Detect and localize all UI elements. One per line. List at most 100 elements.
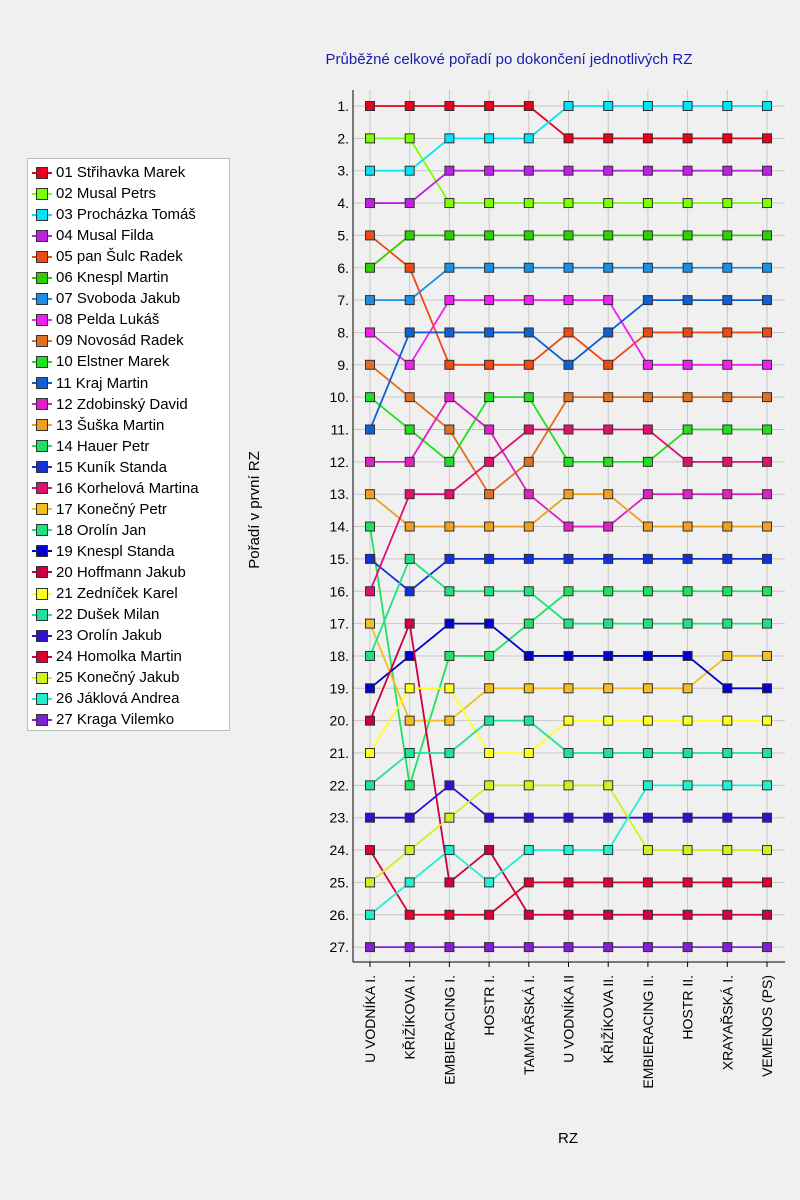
data-point (642, 392, 653, 403)
data-point (523, 359, 534, 370)
legend-item: 17 Konečný Petr (32, 499, 167, 520)
data-point (523, 942, 534, 953)
data-point (365, 295, 375, 306)
data-point (484, 650, 495, 661)
data-point (563, 942, 574, 953)
data-point (523, 133, 534, 144)
data-point (563, 327, 574, 338)
series-1 (365, 101, 772, 144)
series-21 (365, 683, 772, 758)
data-point (603, 198, 614, 209)
data-point (563, 198, 574, 209)
series-24 (365, 845, 772, 920)
data-point (642, 424, 653, 435)
data-point (642, 909, 653, 920)
series-23 (365, 780, 772, 823)
data-point (722, 909, 733, 920)
data-point (642, 456, 653, 467)
data-point (563, 424, 574, 435)
data-point (642, 650, 653, 661)
legend-swatch (32, 166, 52, 179)
y-tick-label: 11. (331, 422, 349, 438)
data-point (642, 262, 653, 273)
data-point (444, 618, 455, 629)
legend-item: 04 Musal Filda (32, 225, 154, 246)
data-point (682, 489, 693, 500)
series-8 (365, 295, 772, 370)
data-point (722, 424, 733, 435)
data-point (722, 683, 733, 694)
data-point (484, 812, 495, 823)
chart-title: Průběžné celkové pořadí po dokončení jed… (326, 51, 693, 68)
data-point (722, 942, 733, 953)
data-point (642, 748, 653, 758)
series-7 (365, 262, 772, 306)
series-14 (365, 521, 772, 791)
series-4 (365, 165, 772, 209)
data-point (404, 683, 415, 694)
legend-label: 18 Orolín Jan (56, 521, 147, 539)
y-tick-label: 1. (337, 98, 349, 114)
data-point (523, 262, 534, 273)
data-point (404, 845, 415, 856)
data-point (603, 424, 614, 435)
data-point (682, 553, 693, 564)
data-point (722, 780, 733, 791)
data-point (444, 262, 455, 273)
data-point (444, 295, 455, 306)
data-point (404, 230, 415, 241)
data-point (563, 909, 574, 920)
data-point (444, 133, 455, 144)
data-point (484, 748, 495, 758)
data-point (563, 877, 574, 888)
y-tick-label: 19. (330, 680, 349, 696)
data-point (642, 618, 653, 629)
legend-swatch (32, 587, 52, 600)
data-point (444, 327, 455, 338)
data-point (563, 586, 574, 597)
data-point (563, 780, 574, 791)
data-point (563, 618, 574, 629)
legend-item: 22 Dušek Milan (32, 604, 159, 625)
data-point (484, 489, 495, 500)
data-point (642, 877, 653, 888)
data-point (762, 586, 772, 597)
data-point (365, 133, 375, 144)
data-point (563, 359, 574, 370)
data-point (484, 683, 495, 694)
data-point (642, 586, 653, 597)
data-point (682, 748, 693, 758)
data-point (603, 618, 614, 629)
data-point (682, 812, 693, 823)
legend-label: 12 Zdobinský David (56, 395, 188, 413)
legend-item: 23 Orolín Jakub (32, 625, 162, 646)
y-tick-label: 25. (330, 874, 349, 890)
data-point (642, 845, 653, 856)
data-point (682, 101, 693, 111)
legend-item: 21 Zedníček Karel (32, 583, 178, 604)
series-15 (365, 553, 772, 597)
series-22 (365, 715, 772, 791)
data-point (722, 812, 733, 823)
data-point (762, 780, 772, 791)
data-point (762, 618, 772, 629)
data-point (642, 812, 653, 823)
legend-label: 20 Hoffmann Jakub (56, 563, 186, 581)
data-point (444, 683, 455, 694)
data-point (365, 424, 375, 435)
y-tick-label: 24. (330, 842, 349, 858)
data-point (762, 489, 772, 500)
data-point (642, 780, 653, 791)
legend-swatch (32, 461, 52, 474)
legend-item: 09 Novosád Radek (32, 330, 184, 351)
data-point (484, 521, 495, 532)
data-point (762, 553, 772, 564)
data-point (603, 942, 614, 953)
data-point (444, 392, 455, 403)
data-point (762, 650, 772, 661)
legend-label: 04 Musal Filda (56, 227, 154, 245)
legend-item: 06 Knespl Martin (32, 267, 169, 288)
legend-label: 02 Musal Petrs (56, 185, 157, 203)
y-tick-label: 16. (330, 583, 349, 599)
y-tick-label: 6. (337, 260, 349, 276)
